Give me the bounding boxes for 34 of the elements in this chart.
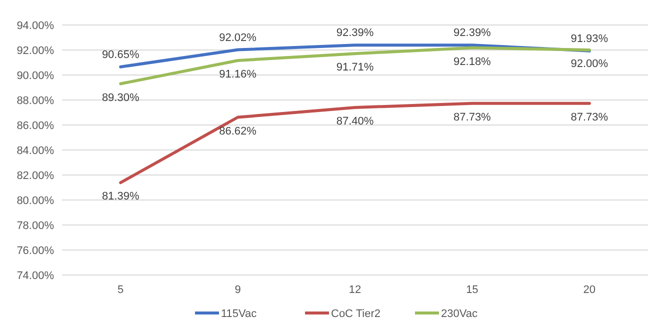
data-label: 92.39% (336, 27, 374, 40)
data-label: 91.71% (336, 62, 374, 74)
data-label: 90.65% (102, 48, 140, 61)
data-label: 92.02% (219, 32, 257, 44)
x-tick-label: 5 (118, 284, 124, 296)
legend-label: CoC Tier2 (331, 308, 381, 320)
y-tick-label: 90.00% (16, 70, 54, 82)
data-label: 92.18% (454, 56, 492, 68)
data-label: 87.40% (336, 116, 374, 128)
data-label: 89.30% (102, 92, 140, 104)
data-label: 87.73% (454, 111, 492, 124)
x-tick-label: 12 (348, 284, 362, 296)
legend-label: 115Vac (221, 308, 258, 320)
x-tick-label: 20 (583, 284, 596, 296)
y-tick-label: 78.00% (16, 220, 54, 232)
data-label: 91.93% (570, 32, 608, 45)
data-label: 92.39% (454, 27, 492, 40)
legend-label: 230Vac (441, 308, 478, 320)
data-label: 87.73% (570, 111, 608, 124)
y-tick-label: 74.00% (16, 270, 54, 282)
y-tick-label: 94.00% (16, 20, 54, 32)
y-tick-label: 76.00% (16, 244, 54, 257)
x-tick-label: 15 (466, 284, 478, 296)
data-label: 86.62% (219, 125, 257, 138)
y-tick-label: 80.00% (16, 194, 54, 207)
y-tick-label: 86.00% (16, 120, 54, 132)
y-tick-label: 84.00% (16, 144, 54, 157)
y-tick-label: 92.00% (16, 44, 54, 57)
y-tick-label: 88.00% (16, 94, 54, 107)
data-label: 91.16% (219, 68, 257, 80)
x-tick-label: 9 (234, 284, 241, 296)
data-label: 92.00% (570, 58, 608, 70)
y-tick-label: 82.00% (16, 170, 54, 182)
data-label: 81.39% (102, 190, 140, 203)
